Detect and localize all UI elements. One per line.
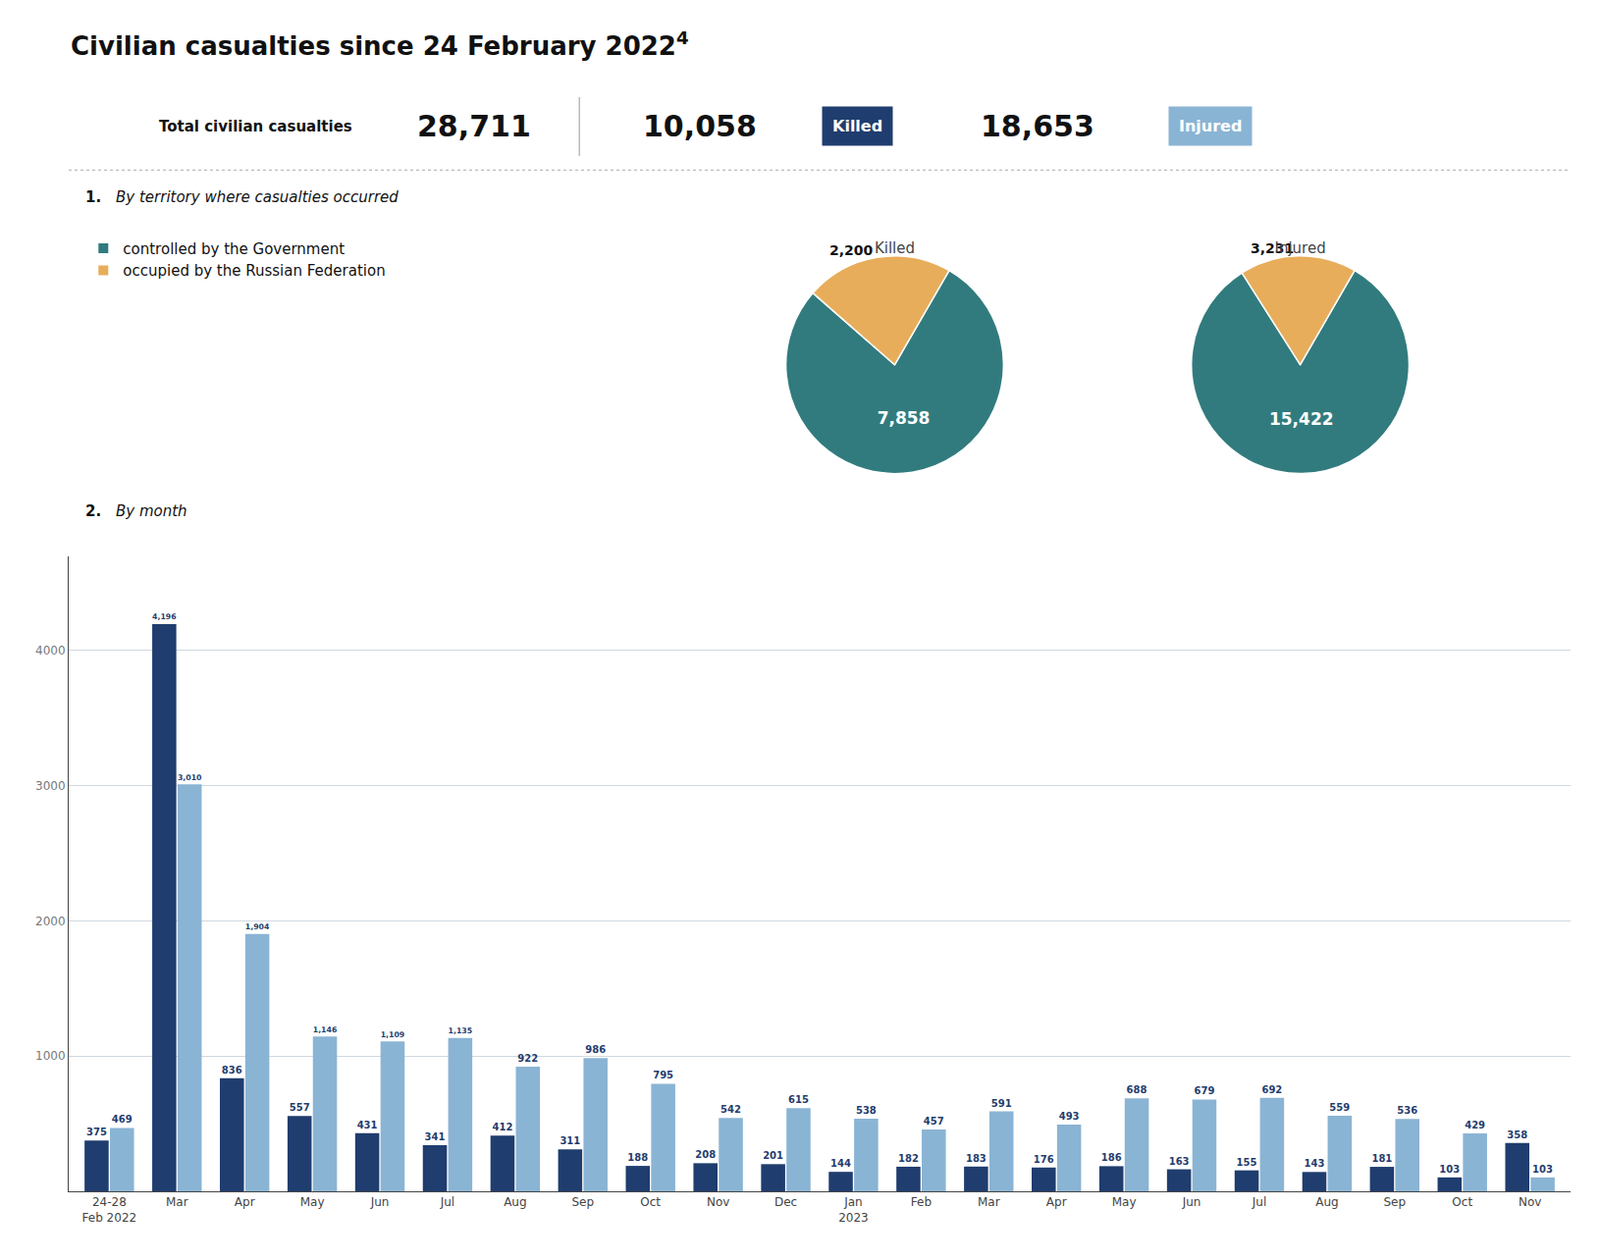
svg-text:2000: 2000 bbox=[35, 914, 66, 929]
svg-text:By territory where casualties: By territory where casualties occurred bbox=[115, 188, 399, 207]
svg-text:Mar: Mar bbox=[977, 1195, 1001, 1210]
svg-text:143: 143 bbox=[1304, 1158, 1326, 1170]
svg-text:341: 341 bbox=[425, 1131, 446, 1143]
svg-text:Aug: Aug bbox=[503, 1195, 527, 1210]
svg-text:103: 103 bbox=[1439, 1164, 1460, 1175]
svg-text:3,231: 3,231 bbox=[1250, 240, 1294, 257]
svg-text:Aug: Aug bbox=[1315, 1195, 1338, 1210]
svg-text:4,196: 4,196 bbox=[152, 612, 177, 622]
svg-text:986: 986 bbox=[585, 1044, 606, 1056]
svg-text:By month: By month bbox=[115, 502, 188, 521]
svg-text:Killed: Killed bbox=[874, 239, 915, 258]
svg-text:559: 559 bbox=[1329, 1102, 1350, 1114]
svg-text:Civilian casualties since 24 F: Civilian casualties since 24 February 20… bbox=[70, 27, 690, 61]
svg-text:457: 457 bbox=[923, 1116, 945, 1127]
svg-text:Injured: Injured bbox=[1178, 116, 1242, 136]
svg-text:May: May bbox=[1112, 1195, 1137, 1210]
svg-text:Jul: Jul bbox=[1251, 1195, 1267, 1210]
svg-text:183: 183 bbox=[965, 1153, 987, 1165]
svg-text:692: 692 bbox=[1261, 1084, 1282, 1096]
svg-text:188: 188 bbox=[627, 1152, 648, 1164]
svg-text:Dec: Dec bbox=[774, 1195, 798, 1210]
svg-text:Injured: Injured bbox=[1274, 239, 1326, 258]
svg-text:4000: 4000 bbox=[35, 643, 66, 658]
svg-text:Nov: Nov bbox=[1518, 1195, 1542, 1210]
svg-text:Apr: Apr bbox=[1046, 1195, 1067, 1210]
svg-text:Oct: Oct bbox=[1451, 1195, 1473, 1210]
svg-text:538: 538 bbox=[855, 1105, 877, 1117]
svg-text:18,653: 18,653 bbox=[980, 108, 1095, 144]
svg-text:922: 922 bbox=[517, 1053, 538, 1065]
svg-text:Feb: Feb bbox=[910, 1195, 932, 1210]
svg-text:144: 144 bbox=[830, 1158, 852, 1170]
svg-text:181: 181 bbox=[1371, 1153, 1392, 1165]
svg-text:1,135: 1,135 bbox=[448, 1026, 474, 1036]
svg-text:358: 358 bbox=[1506, 1129, 1528, 1141]
svg-text:311: 311 bbox=[559, 1135, 581, 1147]
svg-text:Oct: Oct bbox=[640, 1195, 661, 1210]
svg-text:679: 679 bbox=[1194, 1085, 1216, 1097]
svg-text:1,146: 1,146 bbox=[313, 1025, 338, 1035]
svg-text:Killed: Killed bbox=[832, 116, 883, 136]
svg-text:208: 208 bbox=[694, 1149, 716, 1161]
svg-text:557: 557 bbox=[289, 1102, 311, 1114]
svg-text:7,858: 7,858 bbox=[877, 408, 931, 428]
svg-text:186: 186 bbox=[1101, 1152, 1122, 1164]
svg-text:2,200: 2,200 bbox=[829, 242, 874, 259]
svg-text:10,058: 10,058 bbox=[642, 108, 757, 144]
svg-text:Jun: Jun bbox=[370, 1195, 390, 1210]
svg-text:Sep: Sep bbox=[571, 1195, 594, 1210]
svg-text:591: 591 bbox=[991, 1098, 1013, 1110]
svg-text:May: May bbox=[300, 1195, 325, 1210]
svg-text:182: 182 bbox=[898, 1153, 919, 1165]
svg-text:469: 469 bbox=[111, 1114, 133, 1125]
svg-text:103: 103 bbox=[1532, 1164, 1553, 1175]
svg-text:24-28Feb 2022: 24-28Feb 2022 bbox=[82, 1195, 138, 1226]
svg-text:155: 155 bbox=[1236, 1157, 1258, 1169]
svg-text:163: 163 bbox=[1169, 1156, 1190, 1168]
svg-text:1,109: 1,109 bbox=[380, 1030, 406, 1040]
svg-text:1.: 1. bbox=[85, 188, 102, 207]
svg-text:688: 688 bbox=[1126, 1084, 1148, 1096]
svg-text:3000: 3000 bbox=[35, 779, 66, 794]
svg-text:412: 412 bbox=[491, 1121, 513, 1133]
svg-text:Jun: Jun bbox=[1181, 1195, 1202, 1210]
svg-text:controlled by the Government: controlled by the Government bbox=[122, 240, 345, 259]
svg-text:615: 615 bbox=[788, 1094, 809, 1106]
svg-text:15,422: 15,422 bbox=[1269, 409, 1334, 429]
svg-text:28,711: 28,711 bbox=[417, 108, 532, 144]
svg-text:Total civilian casualties: Total civilian casualties bbox=[159, 117, 353, 136]
svg-text:375: 375 bbox=[86, 1126, 107, 1138]
svg-text:2.: 2. bbox=[85, 502, 102, 521]
svg-text:542: 542 bbox=[720, 1104, 742, 1116]
svg-text:3,010: 3,010 bbox=[177, 773, 203, 783]
svg-text:176: 176 bbox=[1033, 1154, 1055, 1166]
svg-text:493: 493 bbox=[1059, 1111, 1080, 1122]
svg-text:occupied by the Russian Federa: occupied by the Russian Federation bbox=[122, 262, 385, 280]
svg-text:Jul: Jul bbox=[439, 1195, 455, 1210]
svg-text:795: 795 bbox=[652, 1069, 674, 1081]
svg-text:201: 201 bbox=[762, 1150, 784, 1162]
svg-text:Mar: Mar bbox=[165, 1195, 189, 1210]
svg-text:Apr: Apr bbox=[234, 1195, 256, 1210]
svg-text:536: 536 bbox=[1396, 1105, 1418, 1117]
svg-text:Nov: Nov bbox=[706, 1195, 730, 1210]
svg-text:429: 429 bbox=[1464, 1120, 1486, 1131]
svg-text:Sep: Sep bbox=[1383, 1195, 1406, 1210]
svg-text:1,904: 1,904 bbox=[245, 922, 270, 932]
svg-text:836: 836 bbox=[221, 1065, 243, 1076]
svg-text:1000: 1000 bbox=[35, 1049, 66, 1064]
svg-text:Jan2023: Jan2023 bbox=[838, 1195, 869, 1226]
svg-text:431: 431 bbox=[357, 1120, 378, 1131]
